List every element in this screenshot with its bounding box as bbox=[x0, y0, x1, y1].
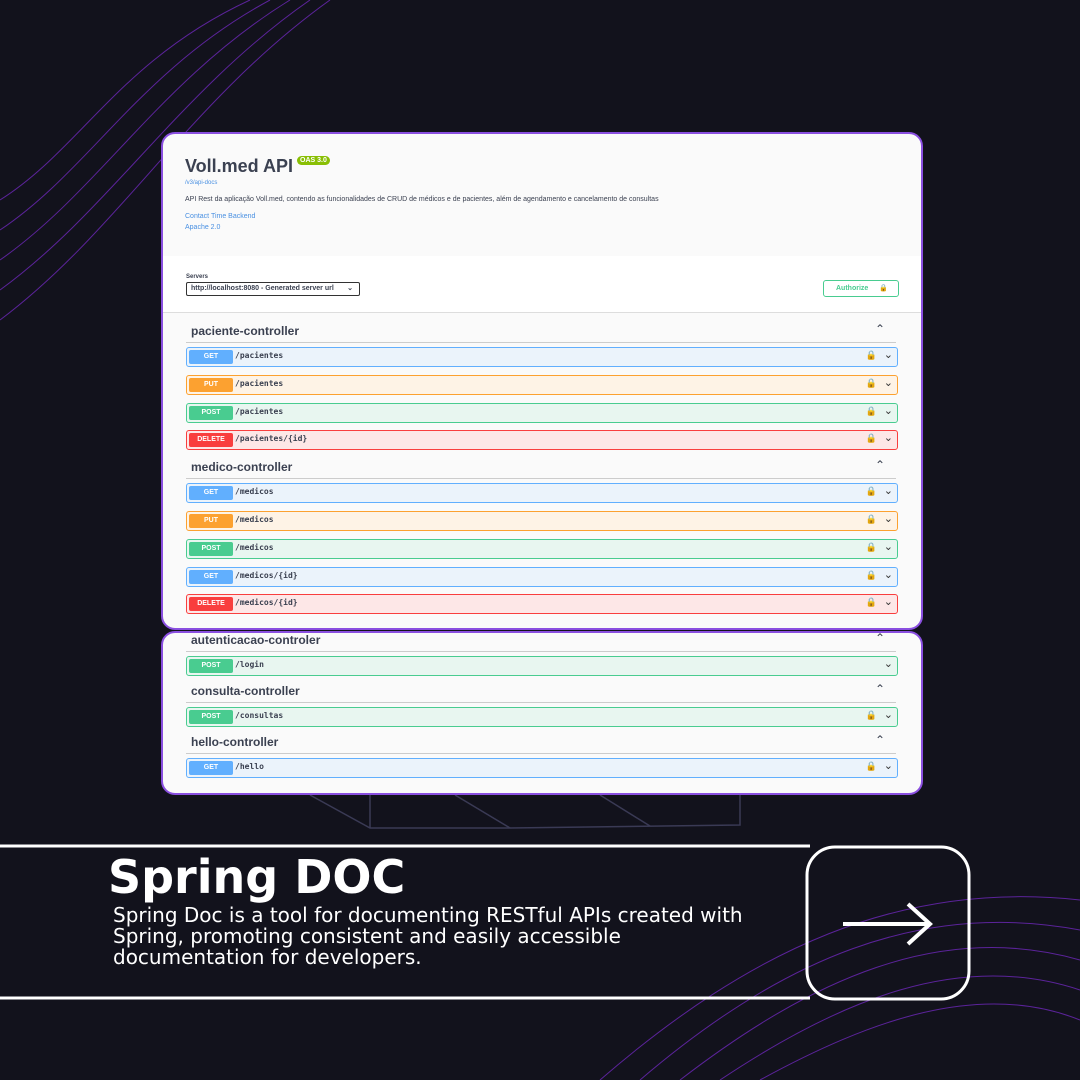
endpoint-path: /hello bbox=[235, 761, 264, 771]
expand-icon[interactable]: ⌄ bbox=[883, 404, 893, 417]
endpoint-path: /pacientes/{id} bbox=[235, 434, 308, 444]
controller-heading[interactable]: autenticacao-controler bbox=[191, 633, 321, 647]
endpoint-row[interactable]: DELETE/medicos/{id} 🔒 ⌄ bbox=[186, 594, 898, 615]
divider bbox=[186, 478, 896, 480]
endpoint-row[interactable]: POST/pacientes 🔒 ⌄ bbox=[186, 402, 898, 423]
endpoint-row[interactable]: GET/medicos 🔒 ⌄ bbox=[186, 483, 898, 504]
controller-heading[interactable]: consulta-controller bbox=[191, 683, 300, 698]
expand-icon[interactable]: ⌄ bbox=[883, 485, 893, 498]
method-badge: POST bbox=[189, 405, 233, 420]
endpoint-path: /medicos bbox=[235, 515, 274, 524]
endpoint-row[interactable]: POST/login ⌄ bbox=[186, 656, 898, 676]
expand-icon[interactable]: ⌄ bbox=[883, 513, 893, 525]
collapse-icon[interactable]: ⌃ bbox=[875, 631, 886, 645]
expand-icon[interactable]: ⌄ bbox=[883, 568, 893, 581]
collapse-icon[interactable]: ⌃ bbox=[875, 732, 886, 747]
expand-icon[interactable]: ⌄ bbox=[883, 596, 893, 609]
endpoint-row[interactable]: GET/pacientes 🔒 ⌄ bbox=[186, 347, 898, 367]
method-badge: GET bbox=[189, 569, 233, 584]
expand-icon[interactable]: ⌄ bbox=[883, 708, 893, 721]
endpoint-path: /pacientes bbox=[235, 406, 284, 416]
method-badge: DELETE bbox=[189, 597, 233, 612]
endpoint-row[interactable]: PUT/medicos 🔒 ⌄ bbox=[186, 511, 898, 531]
expand-icon[interactable]: ⌄ bbox=[883, 432, 893, 445]
lock-icon[interactable]: 🔒 bbox=[865, 597, 877, 608]
docs-link[interactable]: /v3/api-docs bbox=[185, 180, 218, 186]
endpoint-path: /medicos bbox=[235, 487, 274, 497]
version-badge: OAS 3.0 bbox=[297, 156, 330, 165]
method-badge: PUT bbox=[189, 377, 233, 392]
collapse-icon[interactable]: ⌃ bbox=[875, 681, 886, 696]
endpoint-path: /pacientes bbox=[235, 378, 284, 388]
method-badge: GET bbox=[189, 486, 233, 501]
endpoint-path: /medicos/{id} bbox=[235, 598, 298, 608]
divider bbox=[186, 651, 896, 652]
divider bbox=[186, 701, 896, 703]
method-badge: GET bbox=[189, 760, 233, 775]
endpoint-path: /medicos bbox=[235, 542, 274, 552]
endpoint-row[interactable]: GET/medicos/{id} 🔒 ⌄ bbox=[186, 566, 898, 587]
lock-icon[interactable]: 🔒 bbox=[865, 433, 877, 444]
lock-icon[interactable]: 🔒 bbox=[865, 709, 877, 720]
method-badge: GET bbox=[189, 350, 233, 364]
lock-icon[interactable]: 🔒 bbox=[865, 514, 877, 524]
authorize-label: Authorize bbox=[836, 285, 869, 292]
expand-icon[interactable]: ⌄ bbox=[883, 540, 893, 553]
expand-icon[interactable]: ⌄ bbox=[883, 376, 893, 389]
footer-description: Spring Doc is a tool for documenting RES… bbox=[113, 903, 743, 969]
lock-icon[interactable]: 🔒 bbox=[865, 377, 877, 388]
server-select[interactable]: http://localhost:8080 - Generated server… bbox=[186, 282, 360, 296]
lock-icon[interactable]: 🔒 bbox=[865, 541, 877, 552]
swagger-card: Voll.med API OAS 3.0 /v3/api-docs API Re… bbox=[161, 132, 923, 630]
swagger-card: autenticacao-controler ⌃ POST/login ⌄ consul… bbox=[161, 631, 923, 795]
method-badge: PUT bbox=[189, 514, 233, 528]
lock-icon[interactable]: 🔒 bbox=[865, 405, 877, 416]
endpoint-row[interactable]: POST/medicos 🔒 ⌄ bbox=[186, 538, 898, 559]
server-url: http://localhost:8080 - Generated server… bbox=[191, 285, 334, 292]
method-badge: POST bbox=[189, 659, 233, 673]
footer-title: Spring DOC bbox=[108, 850, 406, 904]
controller-heading[interactable]: paciente-controller bbox=[191, 324, 300, 338]
license-link[interactable]: Apache 2.0 bbox=[185, 224, 221, 231]
endpoint-path: /login bbox=[235, 660, 264, 669]
lock-icon[interactable]: 🔒 bbox=[865, 486, 877, 497]
api-description: API Rest da aplicação Voll.med, contendo… bbox=[185, 196, 659, 203]
controller-heading[interactable]: hello-controller bbox=[191, 734, 279, 749]
servers-label: Servers bbox=[186, 274, 209, 280]
endpoint-path: /pacientes bbox=[235, 351, 284, 360]
divider bbox=[186, 342, 896, 343]
lock-icon[interactable]: 🔒 bbox=[865, 569, 877, 580]
controller-heading[interactable]: medico-controller bbox=[191, 460, 293, 475]
lock-icon[interactable]: 🔒 bbox=[865, 760, 877, 771]
method-badge: POST bbox=[189, 709, 233, 724]
collapse-icon[interactable]: ⌃ bbox=[875, 322, 886, 336]
expand-icon[interactable]: ⌄ bbox=[883, 759, 893, 772]
endpoint-path: /consultas bbox=[235, 710, 284, 720]
endpoint-row[interactable]: PUT/pacientes 🔒 ⌄ bbox=[186, 374, 898, 395]
expand-icon[interactable]: ⌄ bbox=[883, 349, 893, 361]
expand-icon[interactable]: ⌄ bbox=[883, 658, 893, 670]
endpoint-row[interactable]: DELETE/pacientes/{id} 🔒 ⌄ bbox=[186, 430, 898, 451]
endpoint-path: /medicos/{id} bbox=[235, 570, 298, 580]
contact-link[interactable]: Contact Time Backend bbox=[185, 213, 256, 220]
method-badge: DELETE bbox=[189, 433, 233, 448]
divider bbox=[186, 752, 896, 754]
lock-icon[interactable]: 🔒 bbox=[865, 350, 877, 360]
authorize-button[interactable]: Authorize 🔒 bbox=[823, 280, 899, 297]
endpoint-row[interactable]: POST/consultas 🔒 ⌄ bbox=[186, 706, 898, 727]
collapse-icon[interactable]: ⌃ bbox=[875, 458, 886, 473]
endpoint-row[interactable]: GET/hello 🔒 ⌄ bbox=[186, 757, 898, 778]
method-badge: POST bbox=[189, 541, 233, 556]
api-title: Voll.med API bbox=[185, 156, 294, 176]
